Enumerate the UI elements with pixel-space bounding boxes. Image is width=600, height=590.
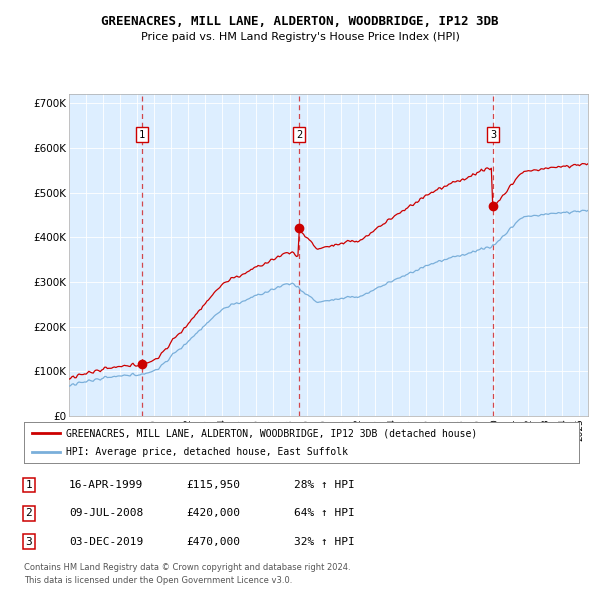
Text: 03-DEC-2019: 03-DEC-2019	[69, 537, 143, 546]
Text: 3: 3	[25, 537, 32, 546]
Text: £470,000: £470,000	[186, 537, 240, 546]
Text: GREENACRES, MILL LANE, ALDERTON, WOODBRIDGE, IP12 3DB: GREENACRES, MILL LANE, ALDERTON, WOODBRI…	[101, 15, 499, 28]
Text: 32% ↑ HPI: 32% ↑ HPI	[294, 537, 355, 546]
Text: GREENACRES, MILL LANE, ALDERTON, WOODBRIDGE, IP12 3DB (detached house): GREENACRES, MILL LANE, ALDERTON, WOODBRI…	[65, 428, 477, 438]
Text: 1: 1	[25, 480, 32, 490]
Text: £420,000: £420,000	[186, 509, 240, 518]
Text: 09-JUL-2008: 09-JUL-2008	[69, 509, 143, 518]
Text: 28% ↑ HPI: 28% ↑ HPI	[294, 480, 355, 490]
Text: 64% ↑ HPI: 64% ↑ HPI	[294, 509, 355, 518]
Text: Contains HM Land Registry data © Crown copyright and database right 2024.: Contains HM Land Registry data © Crown c…	[24, 563, 350, 572]
Text: This data is licensed under the Open Government Licence v3.0.: This data is licensed under the Open Gov…	[24, 576, 292, 585]
Text: 2: 2	[25, 509, 32, 518]
Text: 3: 3	[490, 130, 496, 140]
Text: £115,950: £115,950	[186, 480, 240, 490]
Text: 2: 2	[296, 130, 302, 140]
Text: 1: 1	[139, 130, 145, 140]
Text: Price paid vs. HM Land Registry's House Price Index (HPI): Price paid vs. HM Land Registry's House …	[140, 32, 460, 42]
Text: 16-APR-1999: 16-APR-1999	[69, 480, 143, 490]
Text: HPI: Average price, detached house, East Suffolk: HPI: Average price, detached house, East…	[65, 447, 347, 457]
